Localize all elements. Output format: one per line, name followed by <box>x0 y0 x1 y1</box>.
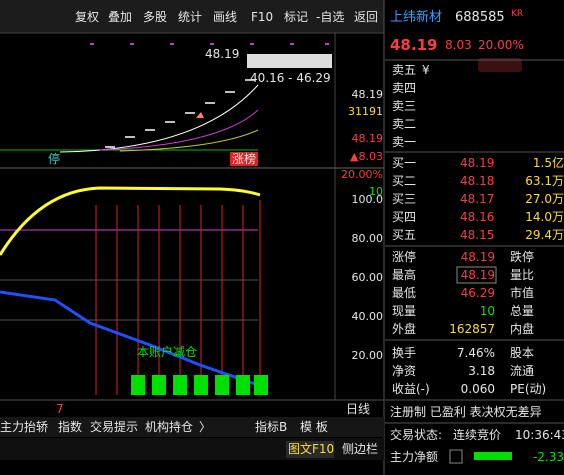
buy-label: 买四 <box>392 210 417 224</box>
status-time: 10:36:43 <box>515 428 564 442</box>
stat-value: 48.19 <box>460 268 495 282</box>
toolbar-button[interactable]: F10 <box>251 10 274 24</box>
flow-value: -2.33 <box>532 450 564 464</box>
toolbar-button[interactable]: -自选 <box>316 10 345 24</box>
buy-volume: 27.0万 <box>525 192 564 206</box>
stat-value: 48.19 <box>460 250 495 264</box>
footer-button[interactable]: 图文F10 <box>288 442 335 456</box>
stat-value: 3.18 <box>468 364 495 378</box>
price: 48.19 <box>390 36 438 54</box>
tab[interactable]: 机构持仓 <box>145 420 194 434</box>
buy-price: 48.18 <box>460 174 495 188</box>
sell-label: 卖五 <box>392 63 417 77</box>
change: 8.03 <box>445 38 472 52</box>
buy-label: 买二 <box>392 174 417 188</box>
tab[interactable]: 模 板 <box>300 420 328 434</box>
axis-label: 48.19 <box>351 88 384 101</box>
annotation: 本账户减仓 <box>137 345 198 359</box>
footer-button[interactable]: 侧边栏 <box>342 442 379 456</box>
buy-volume: 14.0万 <box>525 210 564 224</box>
stat-label: 涨停 <box>392 250 417 264</box>
stop-label: 停 <box>48 152 61 166</box>
stat-label: 现量 <box>392 304 417 318</box>
tags: 注册制 已盈利 表决权无差异 <box>390 405 542 419</box>
stat-label: 总量 <box>510 304 535 318</box>
stat-value: 46.29 <box>460 286 495 300</box>
tab[interactable]: 〉 <box>199 420 212 434</box>
price-label: 48.19 <box>205 47 240 61</box>
stat-label: 最高 <box>392 268 417 282</box>
tab[interactable]: 主力抬轿 <box>0 420 49 434</box>
buy-label: 买三 <box>392 192 417 206</box>
sell-label: 卖三 <box>392 99 417 113</box>
buy-price: 48.16 <box>460 210 495 224</box>
stat-label: 股本 <box>510 346 535 360</box>
axis-label: 80.00 <box>351 232 384 245</box>
axis-label: 31191 <box>348 105 383 118</box>
toolbar-button[interactable]: 返回 <box>354 10 379 24</box>
axis-label: 20.00 <box>351 349 384 362</box>
buy-volume: 1.5亿 <box>532 156 564 170</box>
toolbar-button[interactable]: 叠加 <box>108 10 133 24</box>
stat-label: 流通 <box>510 364 535 378</box>
buy-label: 买五 <box>392 228 417 242</box>
stock-tag: KR <box>511 9 524 19</box>
stat-label: PE(动) <box>510 382 547 396</box>
axis-label: 10 <box>369 185 383 198</box>
axis-label: 100.0 <box>351 193 384 206</box>
stat-label: 跌停 <box>510 250 535 264</box>
axis-label: 48.19 <box>351 132 384 145</box>
toolbar-button[interactable]: 画线 <box>213 10 238 24</box>
stat-label: 内盘 <box>510 322 535 336</box>
stock-code: 688585 <box>455 10 505 25</box>
buy-price: 48.15 <box>460 228 495 242</box>
buy-volume: 29.4万 <box>525 228 564 242</box>
axis-label: 40.00 <box>351 310 384 323</box>
axis-label: 60.00 <box>351 271 384 284</box>
change-pct: 20.00% <box>478 38 524 52</box>
stat-label: 市值 <box>510 286 535 300</box>
toolbar-button[interactable]: 统计 <box>178 10 203 24</box>
tab[interactable]: 指数 <box>58 420 83 434</box>
sell-mark: ¥ <box>422 63 430 77</box>
stat-value: 7.46% <box>456 346 495 360</box>
stock-name: 上纬新材 <box>390 10 443 25</box>
stat-value: 162857 <box>449 322 495 336</box>
sell-label: 卖一 <box>392 135 417 149</box>
stat-label: 量比 <box>510 268 535 282</box>
x-label: 7 <box>56 402 64 416</box>
tab[interactable]: 指标B <box>255 420 288 434</box>
stat-label: 外盘 <box>392 322 417 336</box>
stat-label: 换手 <box>392 346 417 360</box>
stat-value: 10 <box>479 304 495 318</box>
stat-value: 0.060 <box>460 382 495 396</box>
buy-label: 买一 <box>392 156 417 170</box>
tab[interactable]: 交易提示 <box>90 420 139 434</box>
stat-label: 收益(-) <box>392 382 430 396</box>
buy-price: 48.19 <box>460 156 495 170</box>
range-label: 40.16 - 46.29 <box>250 71 331 85</box>
stat-label: 最低 <box>392 286 417 300</box>
status-state: 连续竞价 <box>453 428 502 442</box>
status-label: 交易状态: <box>390 428 443 442</box>
toolbar-button[interactable]: 多股 <box>143 10 168 24</box>
toolbar-button[interactable]: 复权 <box>75 10 100 24</box>
limit-tag: 涨榜 <box>232 152 257 166</box>
stat-label: 净资 <box>392 364 417 378</box>
axis-label: ▲8.03 <box>350 150 383 163</box>
buy-price: 48.17 <box>460 192 495 206</box>
buy-volume: 63.1万 <box>525 174 564 188</box>
toolbar-button[interactable]: 标记 <box>284 10 309 24</box>
sell-label: 卖二 <box>392 117 417 131</box>
flow-label: 主力净额 <box>390 450 439 464</box>
axis-label: 20.00% <box>341 168 383 181</box>
period: 日线 <box>346 402 371 416</box>
sell-label: 卖四 <box>392 81 417 95</box>
